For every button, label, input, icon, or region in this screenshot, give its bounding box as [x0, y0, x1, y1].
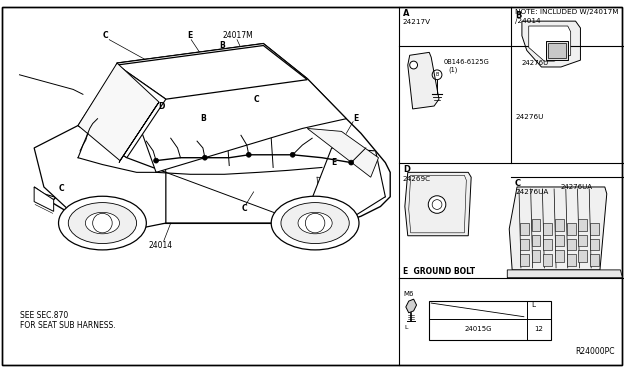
Text: 24276U: 24276U — [515, 114, 543, 120]
Text: SEE SEC.870
FOR SEAT SUB HARNESS.: SEE SEC.870 FOR SEAT SUB HARNESS. — [19, 311, 115, 330]
Text: C: C — [253, 95, 259, 104]
Bar — [543, 239, 552, 250]
Text: E: E — [188, 31, 193, 40]
Polygon shape — [303, 148, 385, 223]
Polygon shape — [78, 65, 166, 158]
Ellipse shape — [58, 196, 147, 250]
Circle shape — [93, 213, 112, 233]
Bar — [567, 254, 575, 266]
Text: 24017M: 24017M — [223, 31, 253, 40]
Circle shape — [410, 61, 417, 69]
Text: M6: M6 — [404, 291, 414, 297]
Text: 24276U: 24276U — [522, 60, 549, 66]
Bar — [567, 223, 575, 235]
Bar — [579, 235, 588, 247]
Circle shape — [154, 158, 159, 163]
Text: 24015G: 24015G — [464, 326, 492, 333]
Text: R24000PC: R24000PC — [575, 347, 615, 356]
Polygon shape — [508, 270, 622, 278]
Bar — [579, 250, 588, 262]
Bar — [547, 41, 568, 60]
Text: /24014: /24014 — [515, 18, 541, 24]
Polygon shape — [405, 172, 471, 236]
Polygon shape — [406, 299, 417, 313]
Text: C: C — [58, 185, 64, 193]
Text: B: B — [220, 41, 225, 50]
Polygon shape — [34, 187, 54, 211]
Polygon shape — [408, 52, 439, 109]
Polygon shape — [117, 44, 346, 172]
Text: E: E — [353, 114, 358, 123]
Text: L: L — [405, 324, 408, 330]
Text: A: A — [119, 102, 125, 110]
Polygon shape — [307, 128, 378, 177]
Bar — [555, 219, 564, 231]
Text: A: A — [403, 9, 410, 19]
Ellipse shape — [271, 196, 359, 250]
Text: 24276UA: 24276UA — [561, 184, 593, 190]
Bar — [532, 250, 540, 262]
Text: L: L — [532, 302, 536, 308]
Text: D: D — [158, 102, 164, 110]
Text: 24217V: 24217V — [403, 19, 431, 25]
Text: (1): (1) — [449, 67, 458, 73]
Bar — [520, 254, 529, 266]
Text: 12: 12 — [534, 326, 543, 333]
Polygon shape — [119, 102, 159, 163]
Text: C: C — [242, 204, 248, 213]
Ellipse shape — [298, 212, 332, 234]
Bar — [520, 223, 529, 235]
Polygon shape — [78, 63, 159, 161]
Circle shape — [305, 213, 325, 233]
Ellipse shape — [281, 203, 349, 244]
Text: E: E — [332, 158, 337, 167]
Text: E  GROUND BOLT: E GROUND BOLT — [403, 267, 475, 276]
Circle shape — [428, 196, 446, 213]
Circle shape — [349, 160, 354, 165]
Bar — [590, 223, 599, 235]
Bar — [532, 235, 540, 247]
Text: D: D — [403, 164, 410, 174]
Polygon shape — [509, 187, 607, 270]
Bar — [579, 219, 588, 231]
Polygon shape — [117, 45, 307, 99]
Text: C: C — [515, 179, 521, 188]
Ellipse shape — [85, 212, 120, 234]
Bar — [590, 254, 599, 266]
Polygon shape — [522, 21, 580, 67]
Circle shape — [290, 153, 295, 157]
Bar — [543, 223, 552, 235]
Polygon shape — [34, 44, 390, 223]
Bar — [543, 254, 552, 266]
Text: B: B — [435, 72, 439, 77]
Text: 24269C: 24269C — [403, 176, 431, 182]
Text: B: B — [200, 114, 205, 123]
Bar — [532, 219, 540, 231]
Bar — [520, 239, 529, 250]
Text: C: C — [102, 31, 108, 40]
Text: B: B — [515, 12, 522, 20]
Text: NOTE: INCLUDED W/24017M: NOTE: INCLUDED W/24017M — [515, 9, 619, 15]
Circle shape — [246, 153, 251, 157]
Text: 24276UA: 24276UA — [515, 189, 548, 195]
Bar — [555, 235, 564, 247]
Bar — [548, 43, 566, 58]
Text: 0B146-6125G: 0B146-6125G — [444, 59, 490, 65]
Bar — [567, 239, 575, 250]
Bar — [555, 250, 564, 262]
Bar — [590, 239, 599, 250]
Bar — [429, 301, 551, 340]
Polygon shape — [529, 26, 571, 61]
Ellipse shape — [68, 203, 136, 244]
Circle shape — [202, 155, 207, 160]
Text: 24014: 24014 — [148, 241, 172, 250]
Polygon shape — [34, 125, 166, 231]
